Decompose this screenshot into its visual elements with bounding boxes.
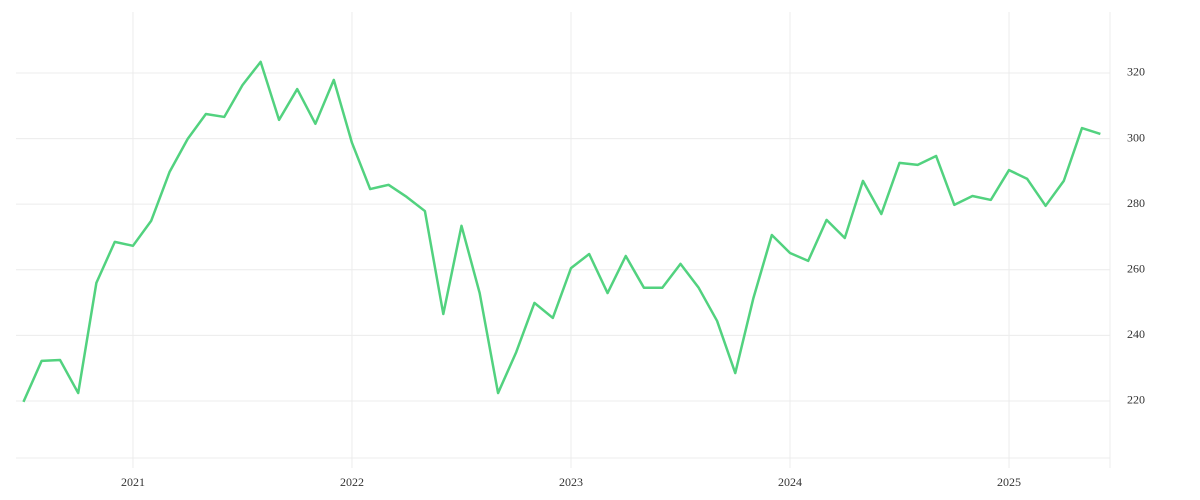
x-tick-label: 2024 (778, 475, 802, 489)
y-tick-label: 260 (1127, 262, 1145, 276)
line-series (22, 60, 1101, 403)
y-tick-label: 220 (1127, 393, 1145, 407)
x-tick-label: 2022 (340, 475, 364, 489)
x-tick-label: 2021 (121, 475, 145, 489)
y-tick-label: 320 (1127, 65, 1145, 79)
y-tick-label: 280 (1127, 196, 1145, 210)
y-tick-label: 300 (1127, 130, 1145, 144)
y-tick-label: 240 (1127, 327, 1145, 341)
x-tick-label: 2023 (559, 475, 583, 489)
x-tick-label: 2025 (997, 475, 1021, 489)
